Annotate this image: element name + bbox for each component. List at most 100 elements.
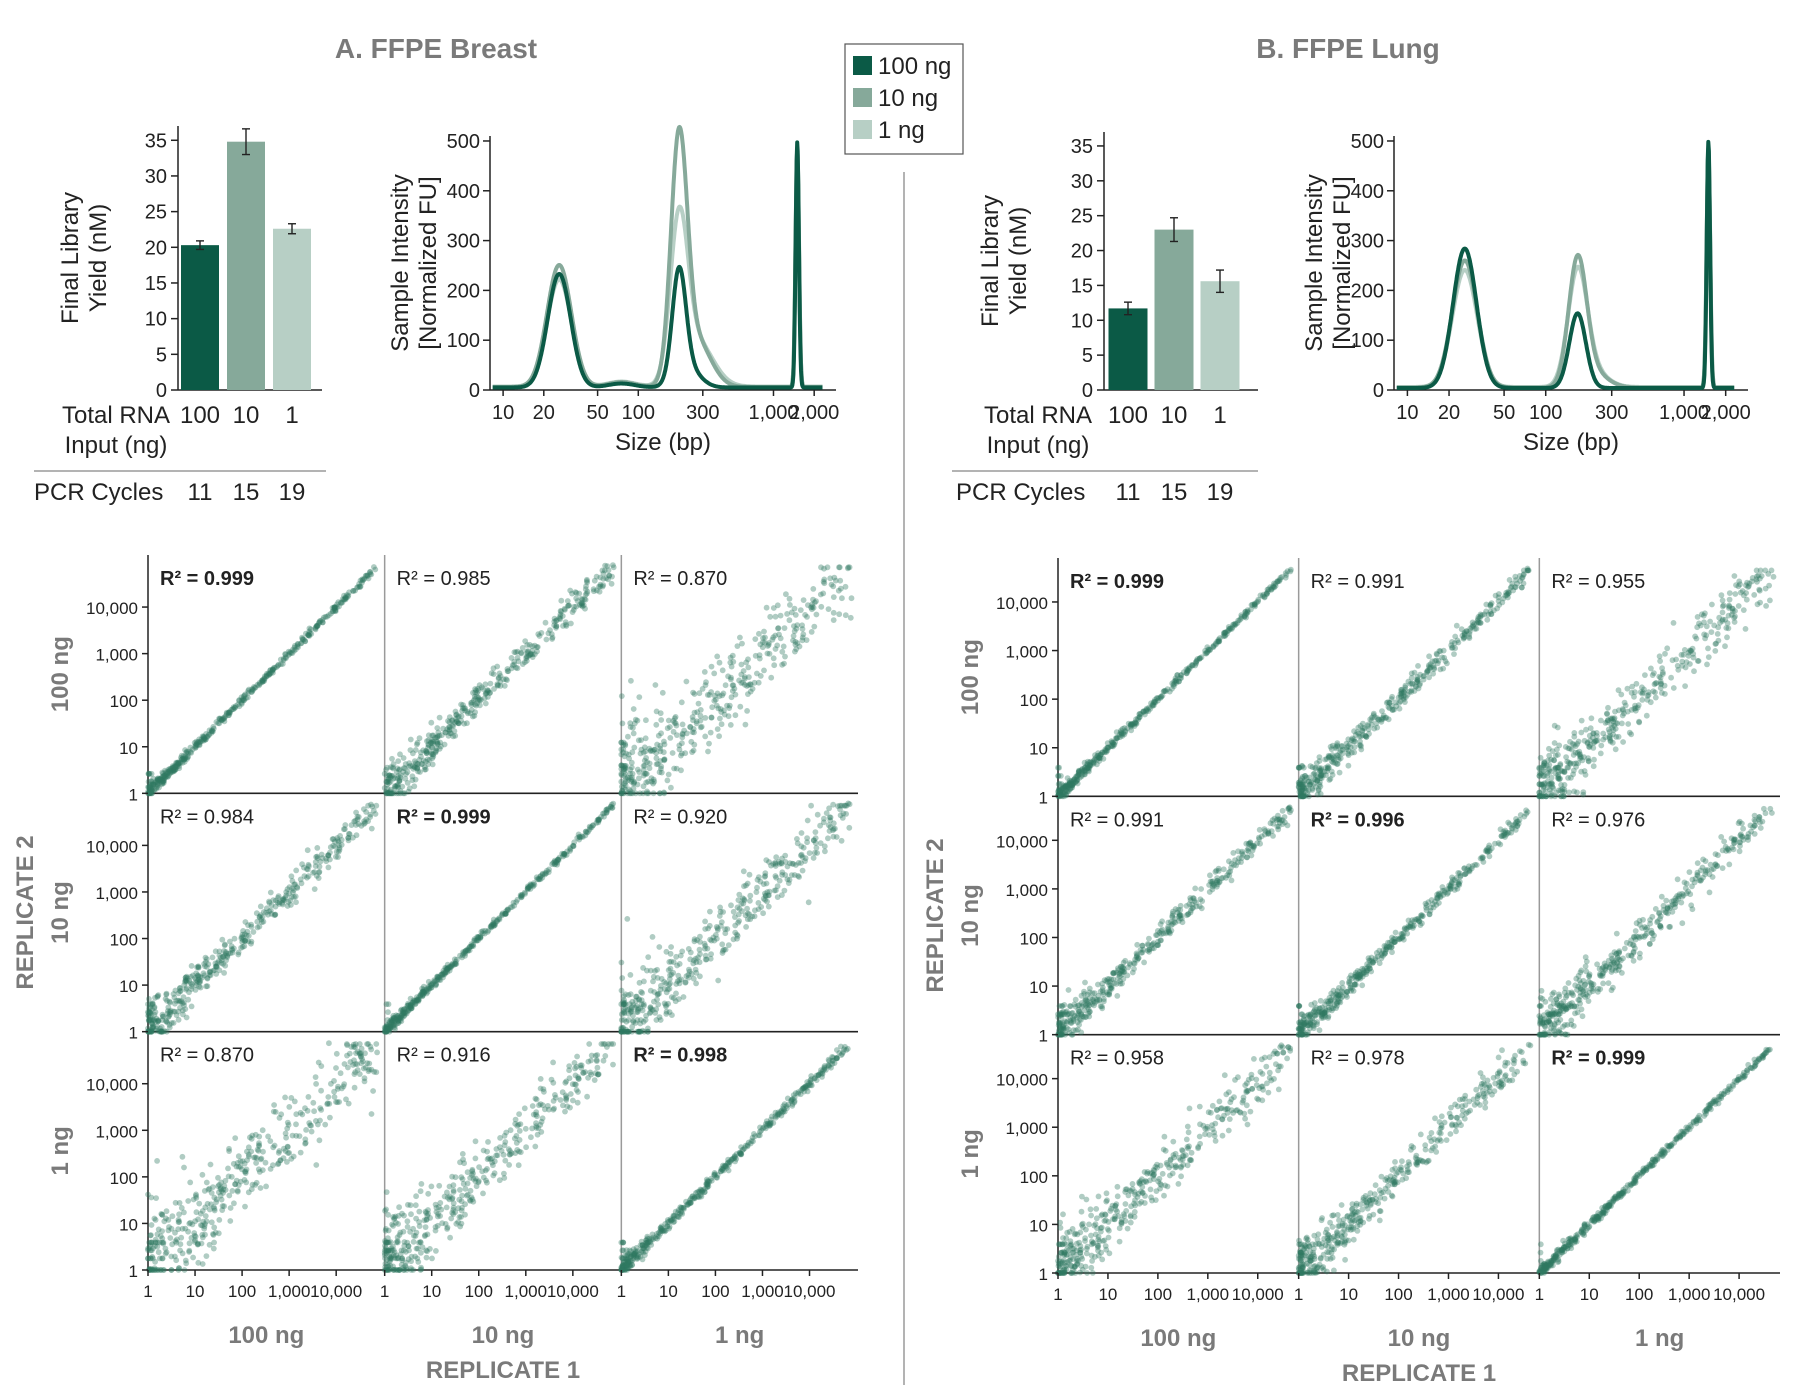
scatter-point: [746, 871, 753, 878]
scatter-point: [175, 761, 181, 768]
scatter-point: [770, 605, 777, 611]
scatter-point: [331, 1078, 337, 1084]
scatter-point: [838, 585, 844, 592]
scatter-point: [259, 1127, 266, 1134]
scatter-point: [649, 934, 656, 940]
scatter-point: [165, 768, 172, 775]
scatter-point: [600, 1057, 607, 1064]
scatter-point: [407, 736, 414, 743]
scatter-point: [160, 1240, 167, 1247]
scatter-point: [1328, 758, 1335, 765]
scatter-point: [221, 714, 228, 721]
scatter-point: [180, 756, 187, 763]
scatter-point: [373, 1041, 380, 1047]
scatter-point: [357, 1053, 364, 1060]
scatter-point: [472, 689, 479, 696]
scatter-point: [194, 964, 201, 971]
r2-prefix: R² =: [633, 806, 677, 828]
scatter-point: [798, 843, 805, 850]
scatter-point: [646, 1235, 653, 1242]
scatter-point: [175, 760, 182, 767]
matrix-x-tick-label-a: 10: [659, 1282, 678, 1301]
scatter-point: [647, 1004, 654, 1011]
scatter-point: [354, 584, 360, 591]
scatter-point: [292, 893, 299, 900]
scatter-point: [731, 1153, 738, 1159]
scatter-point: [419, 1244, 426, 1250]
scatter-point: [159, 1255, 166, 1262]
scatter-point: [475, 1179, 482, 1186]
scatter-point: [1095, 750, 1101, 757]
scatter-point: [708, 1175, 715, 1182]
scatter-point: [241, 1177, 248, 1183]
scatter-point: [705, 748, 711, 755]
scatter-point: [410, 1267, 417, 1273]
scatter-point: [804, 614, 810, 620]
scatter-point: [818, 564, 824, 571]
trace-y-tick-label-a: 0: [469, 380, 480, 402]
bar-x-tick-label-a: 1: [285, 402, 298, 429]
scatter-point: [200, 733, 207, 740]
scatter-point: [804, 817, 811, 824]
scatter-point: [702, 715, 709, 721]
scatter-point: [1495, 594, 1502, 601]
scatter-point: [199, 1208, 206, 1214]
matrix-x-title-a: REPLICATE 1: [426, 1357, 580, 1384]
scatter-point: [223, 710, 230, 717]
scatter-point: [148, 786, 155, 793]
scatter-point: [453, 961, 460, 967]
scatter-point: [709, 704, 716, 711]
scatter-point: [236, 703, 243, 710]
scatter-point: [1322, 764, 1329, 771]
scatter-point: [1430, 670, 1436, 677]
scatter-point: [743, 659, 750, 666]
scatter-point: [227, 1218, 234, 1224]
scatter-point: [336, 603, 342, 610]
scatter-point: [815, 1072, 822, 1078]
scatter-point: [413, 1193, 419, 1200]
scatter-point: [262, 1159, 269, 1166]
scatter-point: [306, 625, 313, 632]
scatter-point: [1449, 639, 1455, 645]
scatter-point: [305, 631, 312, 638]
scatter-point: [666, 1009, 673, 1015]
scatter-point: [333, 1065, 339, 1071]
bar-x-tick-label-b: 10: [1161, 402, 1188, 429]
scatter-point: [646, 765, 653, 772]
scatter-point: [777, 612, 784, 619]
scatter-point: [436, 1182, 443, 1189]
scatter-point: [232, 1181, 239, 1188]
scatter-point: [173, 1257, 180, 1264]
scatter-point: [186, 989, 192, 996]
panel-b-title: B. FFPE Lung: [1256, 33, 1440, 64]
scatter-point: [152, 994, 158, 1001]
scatter-point: [257, 681, 263, 687]
scatter-point: [513, 649, 519, 656]
scatter-point: [159, 780, 166, 786]
scatter-point: [584, 578, 590, 584]
scatter-point: [176, 760, 183, 766]
scatter-point: [517, 1121, 524, 1127]
scatter-point: [163, 773, 170, 780]
scatter-point: [174, 763, 180, 770]
scatter-point: [181, 1164, 187, 1171]
scatter-point: [791, 872, 798, 878]
scatter-point: [191, 739, 198, 746]
scatter-point: [654, 741, 660, 748]
scatter-point: [146, 784, 153, 791]
scatter-point: [394, 1239, 401, 1246]
scatter-point: [194, 741, 201, 748]
scatter-point: [256, 680, 263, 686]
scatter-point: [1307, 763, 1314, 770]
scatter-point: [457, 1187, 463, 1193]
scatter-point: [490, 671, 497, 677]
scatter-point: [405, 1243, 412, 1250]
scatter-point: [216, 948, 223, 955]
scatter-point: [1487, 601, 1494, 608]
scatter-point: [182, 1225, 189, 1232]
scatter-point: [591, 577, 598, 584]
scatter-point: [727, 659, 734, 666]
scatter-point: [754, 884, 760, 891]
scatter-point: [516, 1137, 523, 1143]
r2-prefix: R² =: [633, 568, 677, 590]
